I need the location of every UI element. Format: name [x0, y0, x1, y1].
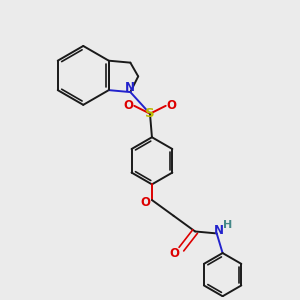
- Text: O: O: [123, 99, 134, 112]
- Text: O: O: [169, 247, 179, 260]
- Text: N: N: [125, 81, 135, 94]
- Text: O: O: [140, 196, 150, 208]
- Text: N: N: [214, 224, 224, 237]
- Text: H: H: [223, 220, 232, 230]
- Text: O: O: [167, 99, 177, 112]
- Text: S: S: [145, 107, 155, 120]
